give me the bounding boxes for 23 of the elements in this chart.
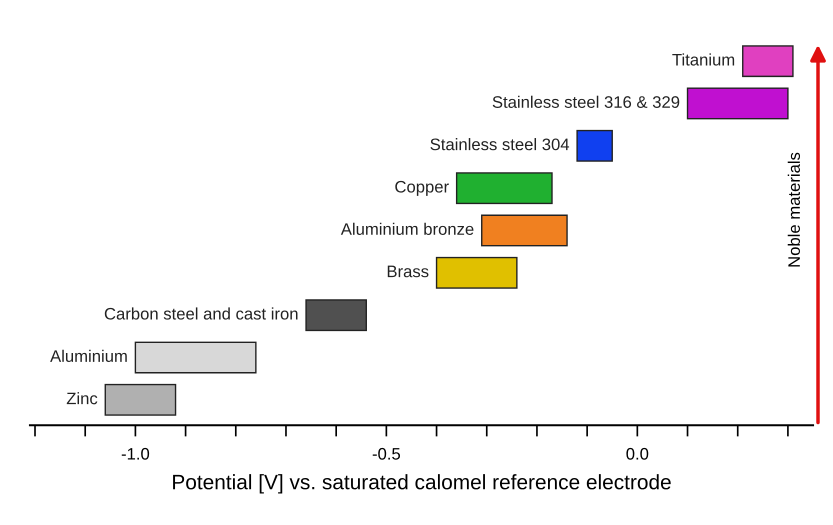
y-tick-label: Aluminium — [50, 350, 127, 362]
y-tick-label: Carbon steel and cast iron — [104, 307, 298, 320]
annotation: Noble materials — [788, 152, 800, 267]
x-axis-title: Potential [V] vs. saturated calomel reference electrode — [173, 474, 671, 494]
y-tick-label: Stainless steel 304 — [430, 138, 570, 150]
bar — [576, 130, 613, 162]
x-tick-label: -1.0 — [122, 448, 150, 460]
y-tick-label: Stainless steel 316 & 329 — [492, 96, 680, 108]
bar — [456, 172, 553, 204]
y-tick-label: Zinc — [66, 392, 98, 404]
x-tick-label: 0.0 — [626, 448, 648, 460]
y-tick-label: Brass — [388, 266, 428, 278]
bar — [305, 299, 367, 332]
bar — [481, 214, 568, 246]
bar — [686, 88, 789, 120]
bar — [436, 256, 518, 289]
bar — [104, 384, 176, 416]
y-tick-label: Titanium — [672, 53, 734, 66]
bar — [742, 45, 794, 78]
y-tick-label: Copper — [395, 180, 449, 196]
bar — [134, 342, 257, 374]
x-tick-label: -0.5 — [372, 448, 400, 460]
y-tick-label: Aluminium bronze — [340, 222, 474, 235]
